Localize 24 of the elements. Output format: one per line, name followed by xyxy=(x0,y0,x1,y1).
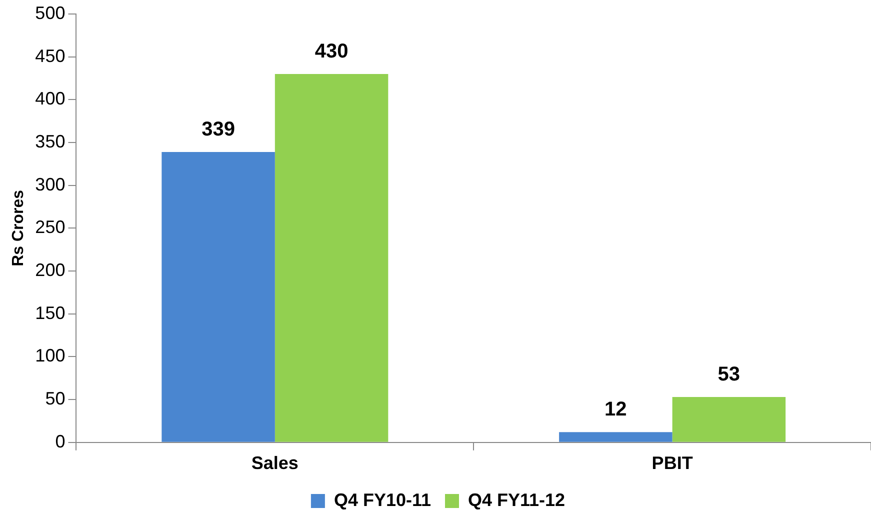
y-tick-label: 300 xyxy=(35,174,66,194)
y-tick-label: 450 xyxy=(35,46,66,66)
y-tick-label: 350 xyxy=(35,131,66,152)
y-tick-label: 500 xyxy=(35,2,66,23)
y-tick-label: 250 xyxy=(35,217,66,238)
data-label: 430 xyxy=(314,40,348,62)
bar xyxy=(672,396,786,442)
y-tick-label: 0 xyxy=(55,431,66,452)
x-tick-label: PBIT xyxy=(652,453,693,474)
bar xyxy=(274,74,388,442)
y-tick-label: 400 xyxy=(35,88,66,109)
y-axis-title: Rs Crores xyxy=(10,190,28,266)
x-tick-label: Sales xyxy=(251,453,298,474)
y-tick-label: 150 xyxy=(35,302,66,323)
y-tick-label: 50 xyxy=(45,388,66,409)
bar xyxy=(162,152,275,442)
data-label: 12 xyxy=(604,398,627,421)
data-label: 339 xyxy=(202,118,235,140)
bar xyxy=(559,432,672,442)
y-tick-label: 100 xyxy=(35,346,66,366)
legend-label: Q4 FY11-12 xyxy=(468,490,566,510)
legend-label: Q4 FY10-11 xyxy=(334,490,432,510)
data-label: 53 xyxy=(718,364,740,386)
y-tick-label: 200 xyxy=(35,260,66,280)
